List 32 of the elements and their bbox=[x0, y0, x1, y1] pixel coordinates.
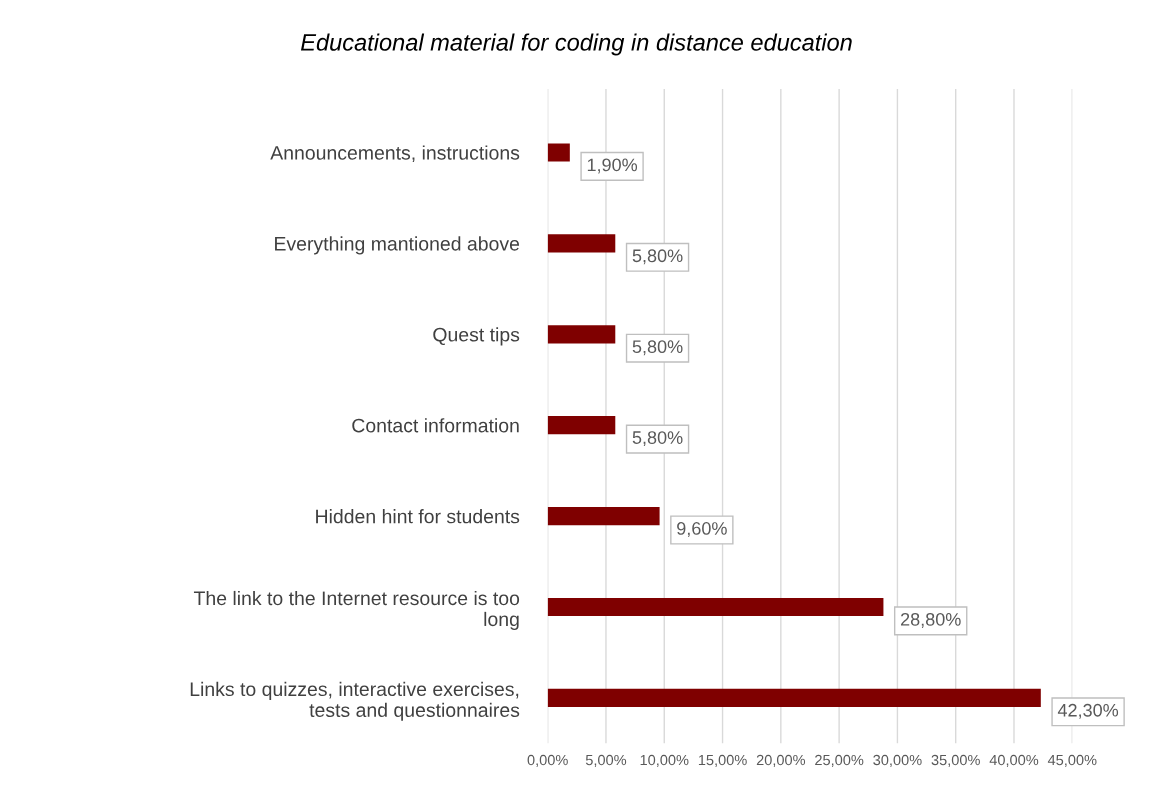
y-tick-label: The link to the Internet resource is too long bbox=[193, 590, 520, 630]
data-label: 9,60% bbox=[677, 522, 727, 537]
x-tick-label: 10,00% bbox=[640, 754, 689, 767]
x-tick-label: 15,00% bbox=[698, 754, 747, 767]
bar bbox=[547, 234, 616, 253]
data-label: 5,80% bbox=[632, 340, 683, 356]
data-label: 28,80% bbox=[901, 612, 961, 628]
data-label: 42,30% bbox=[1057, 703, 1119, 719]
x-tick-label: 40,00% bbox=[989, 754, 1039, 767]
x-tick-label: 35,00% bbox=[931, 754, 980, 767]
x-tick-label: 25,00% bbox=[815, 754, 864, 767]
x-tick-label: 5,00% bbox=[585, 754, 627, 767]
y-tick-label: Hidden hint for students bbox=[316, 509, 520, 524]
y-tick-label: Announcements, instructions bbox=[270, 145, 520, 163]
y-tick-label: Quest tips bbox=[433, 327, 520, 346]
bar bbox=[547, 507, 660, 526]
bar bbox=[547, 597, 884, 617]
x-tick-label: 30,00% bbox=[873, 754, 922, 767]
bar bbox=[547, 688, 1041, 707]
bar bbox=[547, 416, 616, 435]
y-tick-label: Links to quizzes, interactive exercises, tests and questionnaires bbox=[190, 681, 520, 721]
x-tick-label: 45,00% bbox=[1047, 754, 1097, 767]
y-tick-label: Contact information bbox=[352, 418, 519, 433]
bar bbox=[547, 143, 570, 162]
x-tick-label: 0,00% bbox=[527, 754, 568, 767]
x-tick-label: 20,00% bbox=[756, 754, 806, 767]
data-label: 1,90% bbox=[587, 158, 638, 174]
y-tick-label: Everything mantioned above bbox=[275, 236, 520, 255]
data-label: 5,80% bbox=[632, 431, 683, 447]
data-label: 5,80% bbox=[632, 249, 683, 265]
chart-title: Educational material for coding in distance education bbox=[300, 33, 852, 56]
bar bbox=[547, 325, 616, 344]
